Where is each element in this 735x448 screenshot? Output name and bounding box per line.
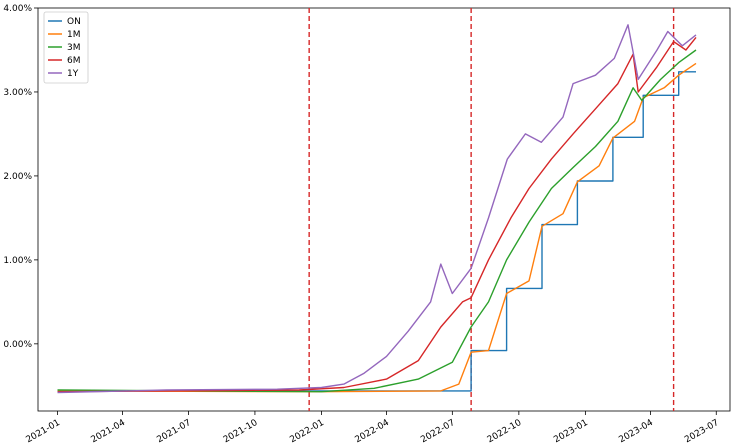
x-tick-label: 2021-10 (222, 418, 260, 446)
x-tick-label: 2023-01 (552, 418, 590, 445)
x-tick-label: 2023-04 (617, 418, 655, 446)
x-tick-label: 2021-07 (155, 418, 193, 445)
x-tick-label: 2022-07 (419, 418, 457, 445)
y-axis: 0.00% 1.00% 2.00% 3.00% 4.00% (3, 4, 38, 350)
y-tick-label: 0.00% (3, 340, 32, 350)
y-tick-label: 2.00% (3, 172, 32, 182)
legend-label: 1Y (67, 69, 79, 79)
event-lines (308, 8, 675, 411)
series-line-on (57, 71, 696, 392)
plot-frame (37, 7, 731, 412)
plot-area (37, 7, 731, 412)
legend-box (43, 11, 89, 84)
x-tick-label: 2022-10 (486, 418, 524, 446)
x-tick-label: 2022-04 (353, 418, 391, 446)
y-tick-label: 3.00% (3, 88, 32, 98)
x-tick-label: 2022-01 (288, 418, 326, 445)
x-tick-label: 2021-04 (90, 418, 128, 446)
x-tick-label: 2023-07 (683, 418, 721, 445)
series-line-3m (57, 49, 697, 393)
series-line-1m (57, 62, 697, 393)
series-lines (57, 24, 697, 394)
legend-label: 6M (67, 56, 81, 66)
series-line-1y (57, 24, 697, 394)
x-axis: 2021-01 2021-04 2021-07 2021-10 2022-01 2022-… (24, 411, 721, 446)
x-tick-label: 2021-01 (24, 418, 62, 445)
y-tick-label: 4.00% (3, 4, 32, 14)
legend-label: 3M (67, 43, 81, 53)
legend-label: ON (67, 17, 81, 27)
legend-label: 1M (67, 30, 81, 40)
legend: ON 1M 3M 6M 1Y (43, 11, 89, 84)
series-line-6m (57, 36, 697, 393)
y-tick-label: 1.00% (3, 256, 32, 266)
